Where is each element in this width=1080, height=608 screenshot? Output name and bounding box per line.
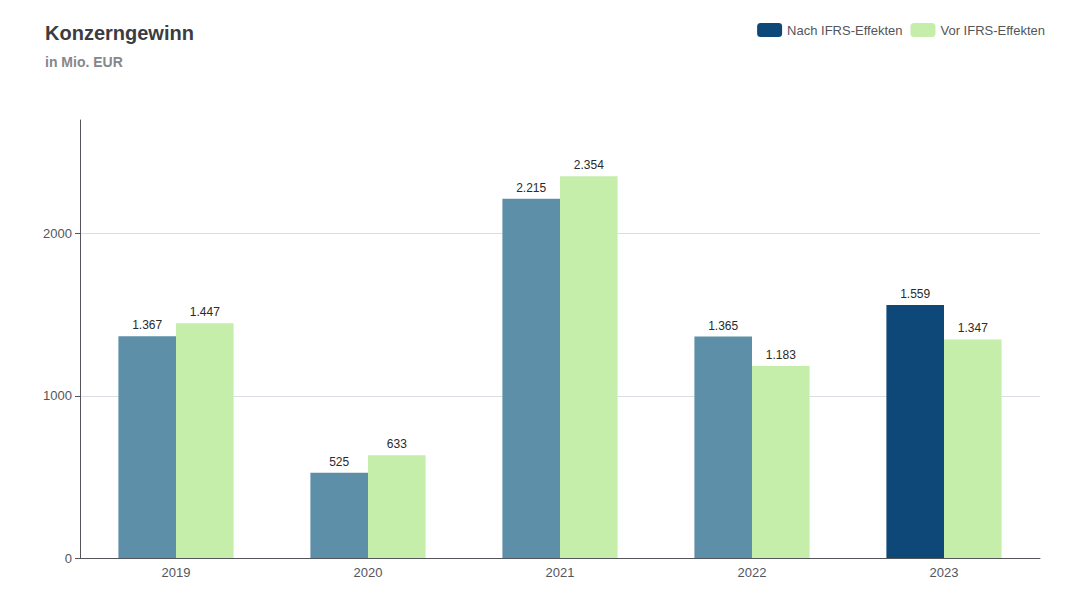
svg-text:2.215: 2.215	[516, 181, 546, 195]
svg-text:633: 633	[387, 437, 407, 451]
svg-text:1.559: 1.559	[900, 287, 930, 301]
svg-text:2000: 2000	[43, 226, 72, 241]
svg-text:1.447: 1.447	[190, 305, 220, 319]
svg-text:Vor IFRS-Effekten: Vor IFRS-Effekten	[940, 23, 1045, 38]
svg-text:2020: 2020	[354, 565, 383, 580]
svg-text:0: 0	[65, 551, 72, 566]
svg-text:2021: 2021	[546, 565, 575, 580]
svg-text:2019: 2019	[162, 565, 191, 580]
svg-text:1.367: 1.367	[132, 318, 162, 332]
svg-text:2.354: 2.354	[574, 158, 604, 172]
svg-text:1.183: 1.183	[766, 348, 796, 362]
svg-text:1.365: 1.365	[708, 319, 738, 333]
svg-text:Nach IFRS-Effekten: Nach IFRS-Effekten	[787, 23, 902, 38]
svg-text:2023: 2023	[930, 565, 959, 580]
svg-text:1.347: 1.347	[958, 321, 988, 335]
svg-text:in Mio. EUR: in Mio. EUR	[45, 54, 123, 70]
svg-text:2022: 2022	[738, 565, 767, 580]
svg-text:Konzerngewinn: Konzerngewinn	[45, 22, 194, 44]
svg-text:525: 525	[329, 455, 349, 469]
svg-text:1000: 1000	[43, 388, 72, 403]
